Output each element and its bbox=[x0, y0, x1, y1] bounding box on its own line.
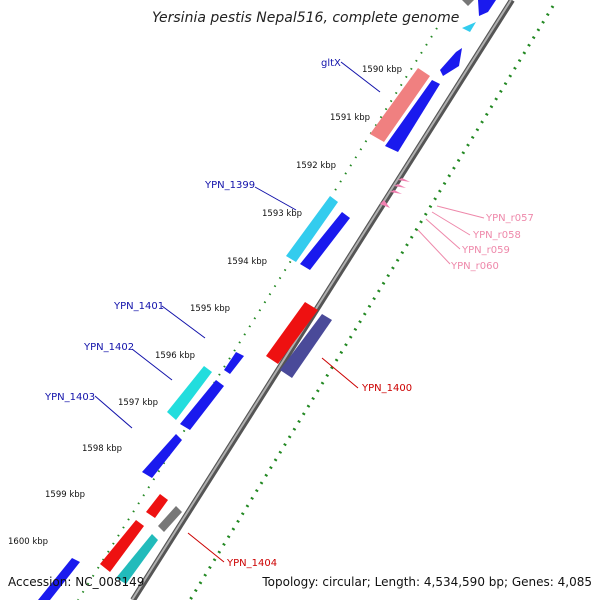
gene-label-YPN_r059[interactable]: YPN_r059 bbox=[461, 245, 510, 256]
scale-labels: 1590 kbp 1591 kbp 1592 kbp 1593 kbp 1594… bbox=[8, 65, 402, 547]
scale-label: 1595 kbp bbox=[190, 304, 230, 314]
summary-text: Topology: circular; Length: 4,534,590 bp… bbox=[261, 575, 592, 589]
gene-labels: gltX YPN_1399 YPN_1401 YPN_1402 YPN_1403… bbox=[44, 58, 534, 569]
gene-feature[interactable] bbox=[462, 0, 474, 6]
gene-label-YPN_r057[interactable]: YPN_r057 bbox=[485, 213, 534, 224]
gene-gltX[interactable] bbox=[370, 68, 430, 142]
gene-feature[interactable] bbox=[280, 314, 332, 378]
accession-text: Accession: NC_008149 bbox=[8, 575, 144, 589]
scale-label: 1592 kbp bbox=[296, 161, 336, 171]
gene-label-YPN_1400[interactable]: YPN_1400 bbox=[361, 383, 412, 394]
gene-YPN_r060[interactable] bbox=[380, 200, 390, 208]
gene-YPN_r057[interactable] bbox=[398, 178, 410, 182]
genome-backbone-highlight bbox=[131, 0, 512, 600]
scale-label: 1599 kbp bbox=[45, 490, 85, 500]
gene-label-YPN_1399[interactable]: YPN_1399 bbox=[204, 180, 255, 191]
gene-feature[interactable] bbox=[462, 22, 476, 32]
gene-feature[interactable] bbox=[38, 558, 80, 600]
map-title: Yersinia pestis Nepal516, complete genom… bbox=[152, 10, 459, 26]
gene-label-YPN_1402[interactable]: YPN_1402 bbox=[83, 342, 134, 353]
scale-label: 1594 kbp bbox=[227, 257, 267, 267]
gene-label-gltX[interactable]: gltX bbox=[321, 58, 341, 69]
gene-feature[interactable] bbox=[478, 0, 496, 16]
scale-label: 1593 kbp bbox=[262, 209, 302, 219]
gene-feature[interactable] bbox=[146, 494, 168, 518]
gene-label-YPN_r058[interactable]: YPN_r058 bbox=[472, 230, 521, 241]
leader-lines bbox=[94, 61, 485, 563]
gene-feature[interactable] bbox=[100, 520, 144, 572]
scale-label: 1598 kbp bbox=[82, 444, 122, 454]
scale-label: 1596 kbp bbox=[155, 351, 195, 361]
gene-YPN_1401[interactable] bbox=[224, 352, 244, 374]
gene-feature[interactable] bbox=[142, 434, 182, 478]
gene-feature[interactable] bbox=[116, 534, 158, 584]
gene-label-YPN_1403[interactable]: YPN_1403 bbox=[44, 392, 95, 403]
gene-features bbox=[38, 0, 496, 600]
gene-YPN_r059[interactable] bbox=[390, 190, 402, 194]
scale-label: 1600 kbp bbox=[8, 537, 48, 547]
gene-YPN_r058[interactable] bbox=[394, 184, 406, 188]
scale-label: 1590 kbp bbox=[362, 65, 402, 75]
scale-label: 1591 kbp bbox=[330, 113, 370, 123]
inner-dot-row bbox=[77, 27, 438, 600]
gene-feature[interactable] bbox=[440, 48, 462, 76]
gene-YPN_1400[interactable] bbox=[266, 302, 318, 364]
gene-label-YPN_1401[interactable]: YPN_1401 bbox=[113, 301, 164, 312]
gene-YPN_1404[interactable] bbox=[158, 506, 182, 532]
gene-YPN_1399[interactable] bbox=[286, 196, 338, 262]
scale-label: 1597 kbp bbox=[118, 398, 158, 408]
gene-feature[interactable] bbox=[385, 80, 440, 152]
gene-YPN_1403[interactable] bbox=[180, 380, 224, 430]
gene-YPN_1402[interactable] bbox=[167, 366, 212, 420]
gene-feature[interactable] bbox=[300, 212, 350, 270]
outer-tick-row bbox=[188, 5, 555, 600]
gene-label-YPN_r060[interactable]: YPN_r060 bbox=[450, 261, 499, 272]
gene-label-YPN_1404[interactable]: YPN_1404 bbox=[226, 558, 277, 569]
